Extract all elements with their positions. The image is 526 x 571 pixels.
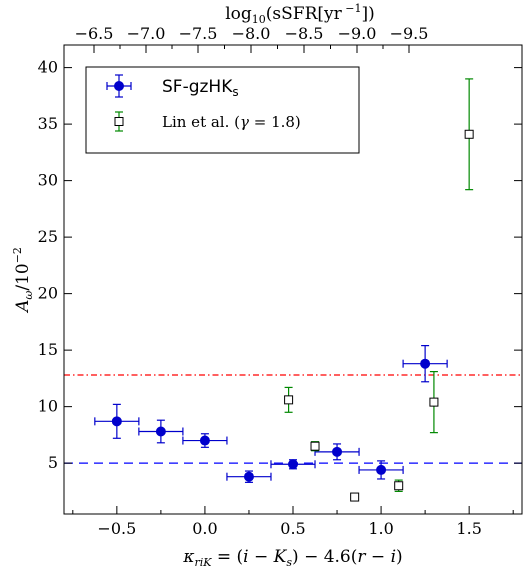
sf-data-point — [270, 459, 316, 470]
legend-marker-sf — [106, 74, 132, 98]
top-axis-label: log10(sSFR[yr −1]) — [225, 2, 375, 26]
sf-data-point — [358, 460, 404, 480]
x-axis-label: κriK = (i − Ks) − 4.6(r − i) — [182, 547, 402, 569]
y-tick-label: 20 — [38, 284, 58, 303]
lin-data-point — [464, 78, 474, 191]
sf-data-point — [182, 433, 228, 448]
x-tick-label: −0.5 — [97, 519, 136, 538]
data-points — [94, 78, 474, 502]
y-tick-label: 25 — [38, 227, 58, 246]
sf-data-point — [402, 345, 448, 383]
legend-label-lin: Lin et al. (γ = 1.8) — [162, 113, 301, 131]
y-tick-label: 40 — [38, 58, 58, 77]
sf-data-point — [226, 470, 272, 483]
marker-circle — [243, 471, 254, 482]
marker-square — [429, 397, 439, 407]
marker-circle — [111, 416, 122, 427]
top-tick-label: −6.5 — [75, 24, 114, 43]
y-tick-label: 10 — [38, 397, 58, 416]
marker-circle — [376, 464, 387, 475]
top-tick-label: −9.5 — [390, 24, 429, 43]
y-tick-label: 35 — [38, 114, 58, 133]
x-tick-label: 1.0 — [368, 519, 393, 538]
y-tick-label: 5 — [48, 453, 58, 472]
marker-square — [310, 441, 320, 451]
legend: SF-gzHKs Lin et al. (γ = 1.8) — [85, 66, 360, 154]
y-tick-label: 30 — [38, 171, 58, 190]
top-tick-label: −8.5 — [285, 24, 324, 43]
top-tick-label: −8.0 — [232, 24, 271, 43]
y-tick-label: 15 — [38, 340, 58, 359]
marker-circle — [332, 446, 343, 457]
lin-data-point — [350, 492, 360, 502]
sf-data-point — [138, 419, 184, 444]
sf-data-point — [314, 443, 360, 461]
legend-marker-lin — [114, 111, 124, 132]
lin-data-point — [310, 441, 320, 452]
top-tick-label: −7.5 — [179, 24, 218, 43]
marker-square — [394, 481, 404, 491]
top-tick-label: −9.0 — [338, 24, 377, 43]
top-tick-label: −7.0 — [127, 24, 166, 43]
legend-label-sf: SF-gzHKs — [162, 77, 239, 99]
y-axis-label: Aω/10−2 — [11, 247, 35, 314]
x-tick-label: 0.5 — [280, 519, 305, 538]
marker-square — [350, 492, 360, 502]
marker-circle — [155, 426, 166, 437]
x-tick-label: 1.5 — [456, 519, 481, 538]
sf-data-point — [94, 403, 140, 439]
legend-box — [85, 66, 360, 154]
marker-circle — [199, 435, 210, 446]
marker-circle — [288, 459, 298, 470]
lin-data-point — [394, 479, 404, 492]
marker-circle — [420, 358, 431, 369]
reference-lines — [64, 374, 522, 464]
lin-data-point — [284, 386, 294, 413]
lin-data-point — [429, 371, 439, 434]
x-tick-label: 0.0 — [192, 519, 217, 538]
marker-square — [284, 395, 294, 405]
marker-square — [464, 129, 474, 139]
